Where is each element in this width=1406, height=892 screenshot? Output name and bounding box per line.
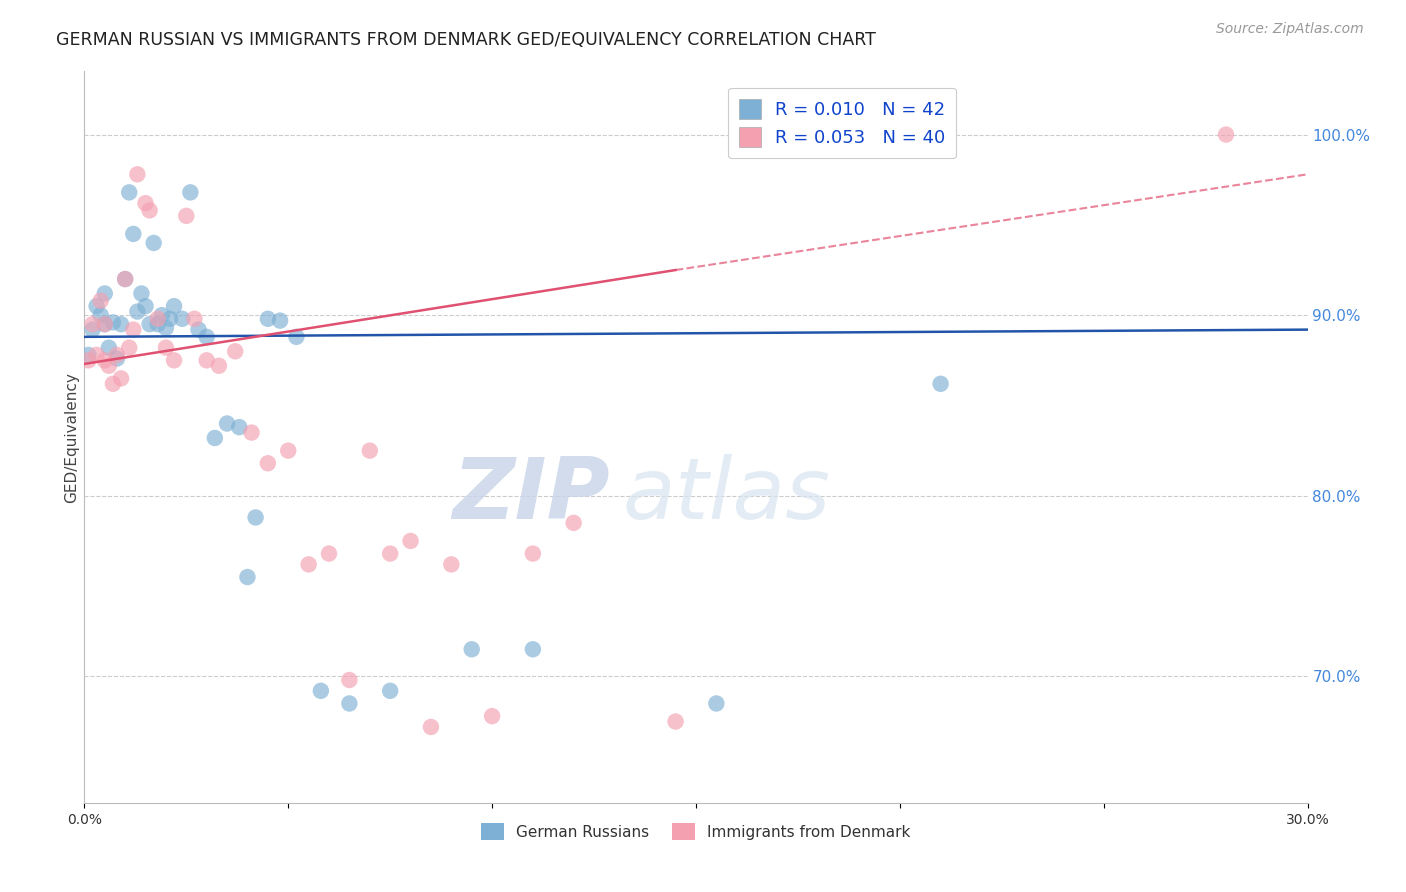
Text: ZIP: ZIP (453, 454, 610, 537)
Point (127, 304, 149, 318)
Point (110, 371, 132, 385)
Point (228, 420, 250, 434)
Point (522, 642, 544, 657)
Point (131, 286, 153, 301)
Point (135, 299, 157, 313)
Point (155, 341, 177, 355)
Point (138, 203, 160, 218)
Point (118, 186, 141, 200)
Point (135, 196, 157, 211)
Point (114, 272, 136, 286)
Point (245, 510, 267, 524)
Point (142, 235, 165, 250)
Point (118, 341, 141, 355)
Point (399, 533, 422, 548)
Point (105, 348, 128, 362)
Text: GERMAN RUSSIAN VS IMMIGRANTS FROM DENMARK GED/EQUIVALENCY CORRELATION CHART: GERMAN RUSSIAN VS IMMIGRANTS FROM DENMAR… (56, 31, 876, 49)
Point (420, 720, 443, 734)
Point (277, 443, 299, 458)
Text: atlas: atlas (623, 454, 831, 537)
Point (195, 353, 218, 368)
Point (105, 351, 128, 366)
Point (122, 323, 145, 337)
Point (97, 359, 120, 373)
Point (522, 547, 544, 561)
Point (217, 417, 239, 431)
Point (929, 376, 952, 391)
Point (208, 359, 231, 373)
Point (195, 330, 218, 344)
Point (257, 311, 280, 326)
Point (138, 317, 160, 331)
Point (127, 167, 149, 181)
Point (706, 697, 728, 711)
Point (240, 425, 263, 440)
Point (183, 311, 205, 326)
Point (93, 286, 115, 301)
Point (172, 311, 194, 326)
Point (77, 353, 100, 368)
Point (163, 299, 186, 313)
Point (187, 323, 209, 337)
Legend: German Russians, Immigrants from Denmark: German Russians, Immigrants from Denmark (475, 816, 917, 847)
Point (86, 299, 108, 313)
Point (155, 321, 177, 335)
Point (179, 186, 201, 200)
Point (82, 323, 104, 337)
Point (86, 348, 108, 362)
Point (298, 558, 321, 572)
Point (97, 341, 120, 355)
Point (90, 293, 112, 308)
Point (562, 516, 585, 530)
Point (159, 311, 181, 326)
Point (224, 344, 246, 359)
Point (101, 315, 124, 329)
Point (110, 317, 132, 331)
Point (257, 456, 280, 470)
Point (380, 547, 402, 561)
Point (339, 673, 361, 687)
Point (93, 317, 115, 331)
Point (359, 443, 381, 458)
Point (77, 348, 100, 362)
Point (481, 709, 503, 723)
Point (440, 558, 463, 572)
Point (318, 547, 340, 561)
Point (309, 683, 332, 698)
Point (269, 313, 291, 327)
Point (665, 714, 688, 729)
Text: Source: ZipAtlas.com: Source: ZipAtlas.com (1216, 22, 1364, 37)
Point (146, 317, 169, 331)
Point (461, 642, 484, 657)
Y-axis label: GED/Equivalency: GED/Equivalency (63, 372, 79, 502)
Point (82, 317, 104, 331)
Point (90, 308, 112, 322)
Point (380, 683, 402, 698)
Point (150, 308, 173, 322)
Point (285, 330, 308, 344)
Point (174, 209, 197, 223)
Point (93, 317, 115, 331)
Point (1215, 128, 1237, 142)
Point (114, 272, 136, 286)
Point (93, 353, 115, 368)
Point (146, 311, 169, 326)
Point (236, 570, 259, 584)
Point (163, 353, 186, 368)
Point (122, 227, 145, 241)
Point (204, 431, 226, 445)
Point (101, 376, 124, 391)
Point (339, 697, 361, 711)
